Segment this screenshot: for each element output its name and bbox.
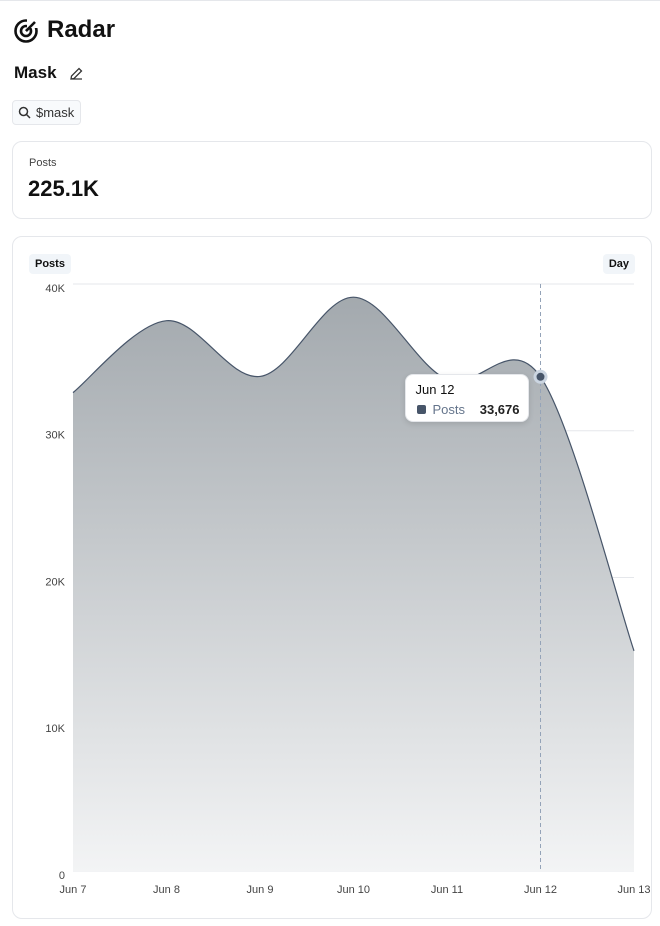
x-tick-label: Jun 7: [60, 884, 87, 896]
stat-value: 225.1K: [28, 176, 99, 201]
tooltip-swatch: [416, 404, 426, 414]
app-title: Radar: [47, 16, 116, 43]
stat-label: Posts: [29, 157, 57, 169]
y-tick-label: 20K: [45, 576, 65, 588]
area: [73, 297, 634, 871]
y-tick-label: 30K: [45, 430, 65, 442]
hover-dot: [536, 372, 545, 381]
search-tag[interactable]: $mask: [12, 100, 81, 125]
x-tick-label: Jun 12: [524, 884, 557, 896]
metric-chip[interactable]: Posts: [29, 254, 71, 274]
y-tick-label: 0: [59, 870, 65, 882]
y-tick-label: 40K: [45, 283, 65, 295]
x-tick-label: Jun 8: [153, 884, 180, 896]
stat-card: Posts 225.1K: [12, 141, 652, 219]
topic-name: Mask: [14, 63, 57, 82]
search-icon: [18, 106, 31, 119]
logo-icon: [14, 18, 39, 43]
line: [72, 296, 635, 652]
x-tick-label: Jun 10: [337, 884, 370, 896]
edit-icon[interactable]: [69, 66, 84, 81]
interval-chip[interactable]: Day: [602, 254, 635, 274]
y-tick-label: 10K: [45, 723, 65, 735]
x-tick-label: Jun 11: [431, 884, 463, 896]
x-tick-label: Jun 9: [247, 884, 274, 896]
tooltip: Jun 12 Posts 33,676: [404, 373, 529, 422]
tooltip-series: Posts: [432, 401, 466, 417]
x-tick-label: Jun 13: [617, 884, 650, 896]
tooltip-value: 33,676: [479, 401, 520, 417]
search-text: $mask: [36, 105, 75, 120]
chart-card: Posts Day: [12, 236, 652, 919]
tooltip-date: Jun 12: [415, 381, 455, 397]
top-border: [0, 0, 660, 1]
